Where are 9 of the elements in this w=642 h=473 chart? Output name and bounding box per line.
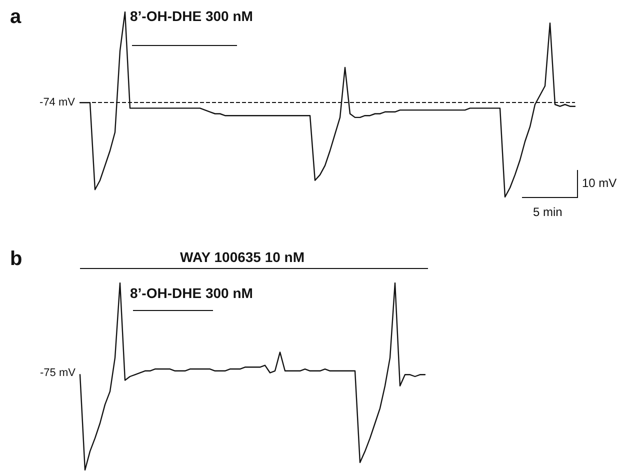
chart-title: a xyxy=(10,6,22,29)
chart-title: b xyxy=(10,248,22,271)
annotation: 8’-OH-DHE 300 nM xyxy=(130,8,253,24)
annotation: 8’-OH-DHE 300 nM xyxy=(130,285,253,301)
text: 5 min xyxy=(533,205,562,219)
ref-line-label: -74 mV xyxy=(40,96,76,109)
text: WAY 100635 10 nM xyxy=(180,249,305,265)
text: -75 mV xyxy=(40,367,76,379)
text: 10 mV xyxy=(582,176,617,190)
